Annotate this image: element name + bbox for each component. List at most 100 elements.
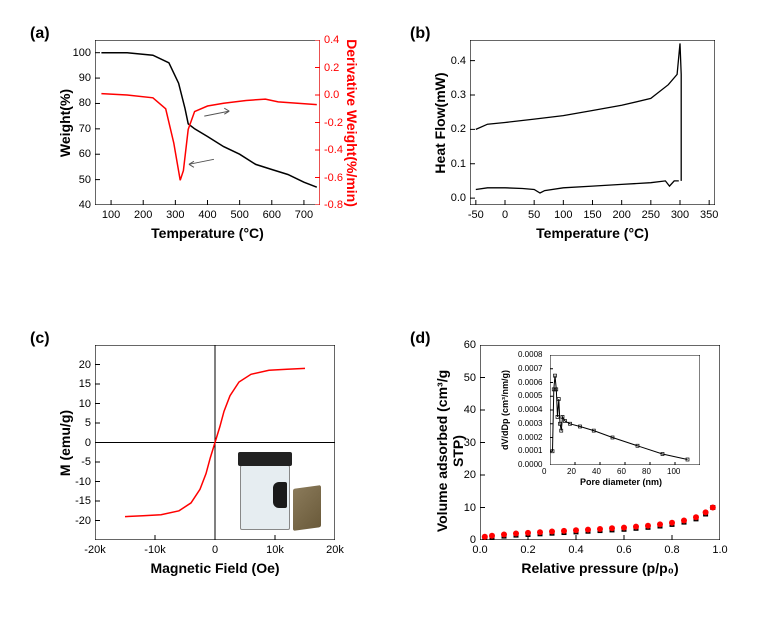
xtick: 300 bbox=[163, 209, 187, 221]
inset-ylabel: dV/dDp (cm³/nm/g) bbox=[500, 360, 510, 460]
desorb-point bbox=[561, 528, 567, 534]
inset-ytick: 0.0005 bbox=[518, 391, 542, 400]
arrow-left bbox=[189, 159, 214, 167]
xtick: 0.8 bbox=[660, 544, 684, 556]
ytick: 0 bbox=[470, 534, 476, 546]
inset-xtick: 0 bbox=[542, 467, 546, 476]
ytick: 0.1 bbox=[451, 158, 466, 170]
ytick: 0.2 bbox=[451, 123, 466, 135]
ytick2: -0.4 bbox=[324, 144, 343, 156]
ytick: 15 bbox=[79, 378, 91, 390]
ytick: 0.3 bbox=[451, 89, 466, 101]
ytick: 90 bbox=[79, 72, 91, 84]
vial-photo bbox=[240, 465, 290, 530]
inset-plot bbox=[550, 355, 700, 465]
inset-ytick: 0.0004 bbox=[518, 405, 542, 414]
desorb-point bbox=[489, 533, 495, 539]
xtick: 200 bbox=[131, 209, 155, 221]
ytick: 0.4 bbox=[451, 55, 466, 67]
inset-xtick: 60 bbox=[617, 467, 626, 476]
arrow-right bbox=[204, 108, 229, 116]
desorb-point bbox=[657, 521, 663, 527]
xtick: 1.0 bbox=[708, 544, 732, 556]
plot-a bbox=[95, 40, 320, 205]
ylabel: Heat Flow(mW) bbox=[432, 33, 448, 213]
desorb-point bbox=[609, 525, 615, 531]
ytick2: -0.8 bbox=[324, 199, 343, 211]
inset-ytick: 0.0006 bbox=[518, 378, 542, 387]
desorb-point bbox=[501, 531, 507, 537]
desorb-point bbox=[633, 524, 639, 530]
panel-c: (c)-20k-10k010k20k-20-15-10-505101520Mag… bbox=[25, 330, 355, 590]
desorb-point bbox=[585, 527, 591, 533]
xtick: 10k bbox=[263, 544, 287, 556]
xtick: 700 bbox=[292, 209, 316, 221]
xtick: 0 bbox=[493, 209, 517, 221]
xtick: -10k bbox=[143, 544, 167, 556]
ylabel: M (emu/g) bbox=[57, 353, 73, 533]
panel-label: (d) bbox=[410, 330, 430, 348]
desorb-point bbox=[537, 529, 543, 535]
ytick: 0.0 bbox=[451, 192, 466, 204]
desorb-point bbox=[482, 534, 488, 540]
xtick: 350 bbox=[697, 209, 721, 221]
ytick: 60 bbox=[79, 148, 91, 160]
ylabel: Volume adsorbed (cm³/g STP) bbox=[434, 361, 466, 541]
xtick: 0.4 bbox=[564, 544, 588, 556]
panel-d: (d)0.00.20.40.60.81.00102030405060Relati… bbox=[405, 330, 735, 590]
desorb-point bbox=[573, 527, 579, 533]
ytick: 100 bbox=[73, 47, 91, 59]
xtick: 50 bbox=[522, 209, 546, 221]
inset-xtick: 40 bbox=[592, 467, 601, 476]
ytick: 40 bbox=[79, 199, 91, 211]
xtick: -20k bbox=[83, 544, 107, 556]
ytick: 0 bbox=[85, 437, 91, 449]
inset-ytick: 0.0001 bbox=[518, 446, 542, 455]
panel-label: (c) bbox=[30, 330, 50, 348]
xtick: 20k bbox=[323, 544, 347, 556]
ylabel: Weight(%) bbox=[57, 33, 73, 213]
ytick: -15 bbox=[75, 495, 91, 507]
ytick: 50 bbox=[79, 174, 91, 186]
desorb-point bbox=[710, 505, 716, 511]
inset-xtick: 20 bbox=[567, 467, 576, 476]
xtick: 0.2 bbox=[516, 544, 540, 556]
xtick: 0 bbox=[203, 544, 227, 556]
xlabel: Magnetic Field (Oe) bbox=[135, 560, 295, 576]
ytick: 70 bbox=[79, 123, 91, 135]
panel-label: (a) bbox=[30, 25, 50, 43]
xtick: 300 bbox=[668, 209, 692, 221]
desorb-point bbox=[513, 531, 519, 537]
xtick: 400 bbox=[196, 209, 220, 221]
ytick2: 0.2 bbox=[324, 62, 339, 74]
ytick2: 0.4 bbox=[324, 34, 339, 46]
xtick: 150 bbox=[581, 209, 605, 221]
panel-a: (a)100200300400500600700405060708090100T… bbox=[25, 25, 355, 255]
xtick: 100 bbox=[551, 209, 575, 221]
desorb-point bbox=[549, 529, 555, 535]
desorb-point bbox=[703, 509, 709, 515]
heat-upper bbox=[476, 43, 681, 181]
desorb-point bbox=[525, 530, 531, 536]
inset-ytick: 0.0000 bbox=[518, 460, 542, 469]
weight-curve bbox=[101, 53, 316, 188]
inset-xlabel: Pore diameter (nm) bbox=[580, 477, 662, 487]
desorb-point bbox=[669, 520, 675, 526]
panel-label: (b) bbox=[410, 25, 430, 43]
inset-ytick: 0.0008 bbox=[518, 350, 542, 359]
inset-ytick: 0.0003 bbox=[518, 419, 542, 428]
inset-ytick: 0.0002 bbox=[518, 433, 542, 442]
xlabel: Relative pressure (p/p₀) bbox=[520, 560, 680, 576]
xtick: 200 bbox=[610, 209, 634, 221]
xlabel: Temperature (°C) bbox=[128, 225, 288, 241]
xtick: 500 bbox=[228, 209, 252, 221]
ytick: -20 bbox=[75, 515, 91, 527]
ytick: -5 bbox=[81, 456, 91, 468]
inset-xtick: 80 bbox=[642, 467, 651, 476]
inset-xtick: 100 bbox=[667, 467, 680, 476]
desorb-point bbox=[693, 514, 699, 520]
xtick: -50 bbox=[464, 209, 488, 221]
xtick: 0.6 bbox=[612, 544, 636, 556]
inset-ytick: 0.0007 bbox=[518, 364, 542, 373]
desorb-point bbox=[645, 523, 651, 529]
